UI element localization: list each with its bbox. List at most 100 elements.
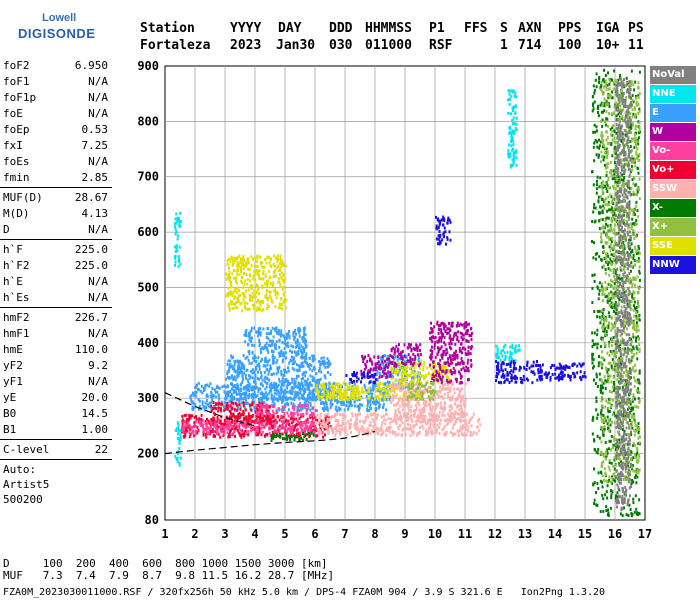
echo-point [273, 356, 276, 360]
echo-point [400, 351, 403, 355]
echo-point [618, 356, 621, 360]
echo-point [409, 434, 412, 437]
echo-point [247, 261, 250, 265]
echo-point [267, 305, 270, 308]
echo-point [602, 230, 605, 234]
echo-point [632, 304, 635, 308]
echo-point [515, 123, 518, 126]
echo-point [241, 292, 244, 296]
echo-point [432, 423, 435, 427]
echo-point [238, 272, 241, 276]
echo-point [297, 404, 300, 408]
echo-point [596, 175, 599, 179]
echo-point [258, 427, 261, 431]
echo-point [401, 354, 404, 358]
echo-point [506, 378, 509, 382]
echo-point [498, 356, 501, 359]
echo-point [242, 424, 245, 428]
echo-point [363, 383, 366, 387]
echo-point [369, 406, 372, 410]
echo-point [174, 454, 177, 458]
echo-point [437, 234, 440, 238]
echo-point [467, 358, 470, 362]
echo-point [417, 358, 420, 362]
echo-point [452, 423, 455, 427]
echo-point [580, 364, 583, 368]
echo-point [315, 420, 317, 424]
echo-point [363, 429, 366, 433]
echo-point [243, 371, 246, 375]
echo-point [195, 383, 198, 387]
echo-point [372, 412, 375, 416]
echo-point [636, 138, 639, 142]
echo-point [286, 334, 289, 338]
echo-point [270, 332, 272, 335]
echo-point [269, 344, 272, 348]
echo-point [296, 391, 299, 395]
echo-point [414, 354, 417, 358]
echo-point [253, 406, 256, 409]
echo-point [419, 375, 422, 379]
echo-point [265, 408, 268, 412]
echo-point [227, 273, 230, 277]
echo-point [198, 399, 201, 403]
echo-point [389, 371, 392, 375]
echo-point [453, 432, 456, 436]
echo-point [402, 398, 405, 402]
echo-point [418, 349, 421, 352]
echo-point [438, 414, 441, 418]
echo-point [365, 365, 368, 369]
echo-point [403, 414, 406, 418]
echo-point [455, 420, 457, 423]
echo-point [443, 226, 446, 230]
echo-point [255, 394, 257, 398]
echo-point [213, 430, 216, 433]
echo-point [197, 381, 200, 385]
echo-point [232, 269, 235, 272]
echo-point [597, 114, 600, 118]
echo-point [418, 403, 421, 407]
echo-point [594, 130, 597, 134]
echo-point [402, 362, 405, 366]
echo-point [302, 377, 305, 380]
echo-point [406, 403, 409, 406]
echo-point [362, 427, 365, 430]
echo-point [257, 292, 260, 296]
echo-point [293, 412, 296, 416]
echo-point [427, 385, 430, 389]
echo-point [360, 397, 362, 401]
echo-point [255, 290, 258, 294]
echo-point [430, 411, 433, 415]
echo-point [242, 413, 245, 417]
echo-point [248, 394, 251, 398]
echo-point [385, 418, 388, 422]
echo-point [380, 398, 383, 402]
echo-point [410, 366, 412, 370]
echo-point [293, 386, 296, 390]
echo-point [364, 363, 367, 367]
echo-point [277, 389, 279, 393]
echo-point [365, 428, 368, 432]
echo-point [504, 355, 507, 359]
echo-point [539, 365, 542, 369]
echo-point [255, 360, 258, 363]
echo-point [549, 366, 552, 370]
echo-point [277, 351, 280, 355]
echo-point [316, 413, 319, 417]
echo-point [251, 398, 254, 402]
echo-point [254, 419, 257, 423]
echo-point [340, 401, 343, 405]
echo-point [255, 386, 258, 390]
echo-point [591, 344, 594, 348]
echo-point [635, 481, 638, 485]
echo-point [401, 386, 404, 390]
echo-point [275, 392, 278, 396]
echo-point [324, 415, 327, 419]
echo-point [401, 375, 403, 379]
echo-point [390, 417, 393, 421]
echo-point [430, 408, 433, 412]
echo-point [286, 411, 289, 415]
echo-point [334, 394, 337, 398]
echo-point [450, 412, 453, 416]
echo-point [468, 322, 470, 326]
